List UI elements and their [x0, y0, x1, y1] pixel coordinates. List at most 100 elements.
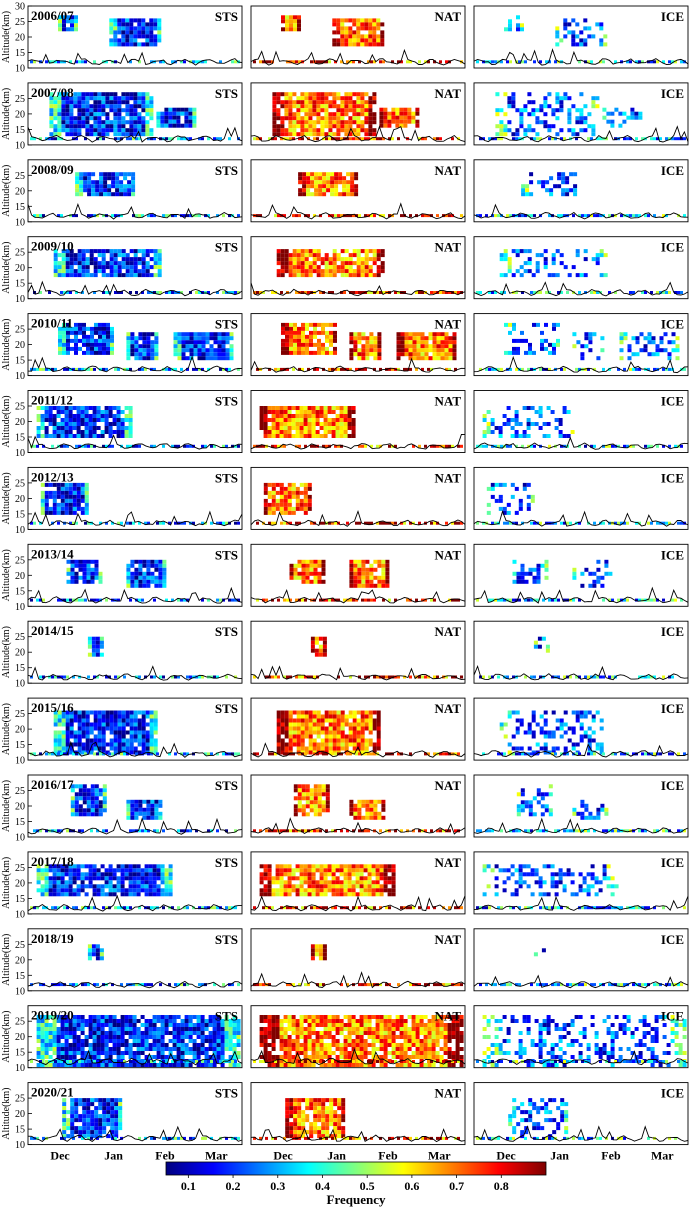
heatmap-cell	[655, 348, 660, 353]
heatmap-cell	[289, 675, 292, 679]
heatmap-cell	[289, 350, 293, 355]
heatmap-cell	[665, 521, 668, 525]
heatmap-cell	[356, 104, 361, 109]
heatmap-cell	[372, 34, 377, 39]
tropopause-line	[27, 740, 243, 758]
heatmap-cell	[130, 352, 135, 357]
heatmap-cell	[94, 575, 99, 580]
heatmap-cell	[328, 273, 333, 278]
heatmap-cell	[101, 96, 106, 101]
heatmap-cell	[335, 430, 340, 434]
heatmap-cell	[120, 410, 125, 414]
heatmap-cell	[137, 710, 142, 715]
heatmap-cell	[33, 367, 36, 371]
heatmap-cell	[399, 111, 404, 116]
heatmap-cell	[109, 104, 114, 109]
heatmap-cell	[69, 96, 74, 101]
heatmap-cell	[411, 119, 416, 124]
heatmap-cell	[133, 26, 138, 31]
heatmap-cell	[526, 506, 531, 511]
heatmap-cell	[280, 714, 285, 719]
heatmap-cell	[296, 722, 301, 727]
heatmap-cell	[225, 444, 228, 448]
heatmap-cell	[328, 100, 333, 105]
heatmap-cell	[149, 22, 154, 27]
heatmap-cell	[117, 120, 122, 125]
heatmap-cell	[108, 406, 113, 410]
heatmap-cell	[133, 714, 138, 719]
heatmap-cell	[117, 734, 122, 739]
heatmap-cell	[285, 19, 289, 24]
heatmap-cell	[103, 172, 108, 177]
heatmap-cell	[141, 108, 146, 113]
heatmap-cell	[352, 214, 355, 218]
heatmap-cell	[305, 567, 310, 572]
heatmap-cell	[137, 34, 142, 39]
heatmap-cell	[430, 521, 433, 525]
heatmap-cell	[396, 356, 401, 361]
heatmap-cell	[271, 506, 276, 511]
heatmap-cell	[149, 104, 154, 109]
heatmap-cell	[320, 730, 325, 735]
heatmap-cell	[336, 253, 341, 258]
heatmap-cell	[336, 112, 341, 117]
heatmap-cell	[397, 137, 400, 141]
heatmap-cell	[291, 482, 296, 487]
heatmap-cell	[439, 137, 442, 141]
heatmap-cell	[89, 730, 94, 735]
heatmap-cell	[192, 60, 195, 64]
heatmap-cell	[340, 120, 345, 125]
heatmap-cell	[275, 430, 280, 434]
heatmap-cell	[195, 291, 198, 294]
heatmap-cell	[293, 575, 298, 580]
heatmap-cell	[82, 334, 86, 339]
heatmap-cell	[373, 352, 378, 357]
heatmap-cell	[299, 498, 304, 503]
heatmap-cell	[331, 434, 336, 438]
heatmap-cell	[301, 579, 306, 584]
heatmap-cell	[76, 418, 81, 422]
heatmap-cell	[476, 598, 479, 602]
heatmap-cell	[509, 521, 512, 525]
heatmap-cell	[377, 575, 382, 580]
heatmap-cell	[340, 96, 345, 101]
heatmap-cell	[83, 176, 88, 181]
heatmap-cell	[292, 116, 297, 121]
heatmap-cell	[527, 128, 532, 133]
heatmap-cell	[536, 563, 541, 568]
heatmap-cell	[337, 675, 340, 679]
heatmap-cell	[307, 291, 310, 294]
heatmap-cell	[101, 92, 106, 97]
heatmap-cell	[400, 340, 405, 345]
heatmap-cell	[109, 249, 114, 254]
heatmap-cell	[69, 253, 74, 258]
heatmap-cell	[285, 322, 289, 327]
heatmap-cell	[683, 60, 686, 64]
heatmap-cell	[296, 734, 301, 739]
heatmap-cell	[608, 444, 611, 448]
heatmap-cell	[515, 291, 518, 294]
heatmap-cell	[77, 116, 82, 121]
heatmap-cell	[66, 334, 70, 339]
heatmap-cell	[283, 521, 286, 525]
heatmap-cell	[60, 426, 65, 430]
heatmap-cell	[335, 418, 340, 422]
heatmap-cell	[162, 60, 165, 64]
heatmap-cell	[45, 60, 48, 64]
heatmap-cell	[322, 60, 325, 64]
heatmap-cell	[602, 367, 605, 371]
heatmap-cell	[210, 521, 213, 525]
heatmap-cell	[313, 444, 316, 448]
heatmap-cell	[424, 340, 429, 345]
heatmap-cell	[482, 418, 487, 422]
heatmap-cell	[280, 738, 285, 743]
heatmap-cell	[171, 675, 174, 679]
heatmap-cell	[106, 342, 110, 347]
heatmap-cell	[304, 291, 307, 294]
heatmap-cell	[129, 444, 132, 448]
heatmap-cell	[524, 60, 527, 64]
heatmap-cell	[364, 128, 369, 133]
heatmap-cell	[566, 434, 571, 438]
heatmap-cell	[650, 521, 653, 525]
heatmap-cell	[40, 506, 45, 511]
